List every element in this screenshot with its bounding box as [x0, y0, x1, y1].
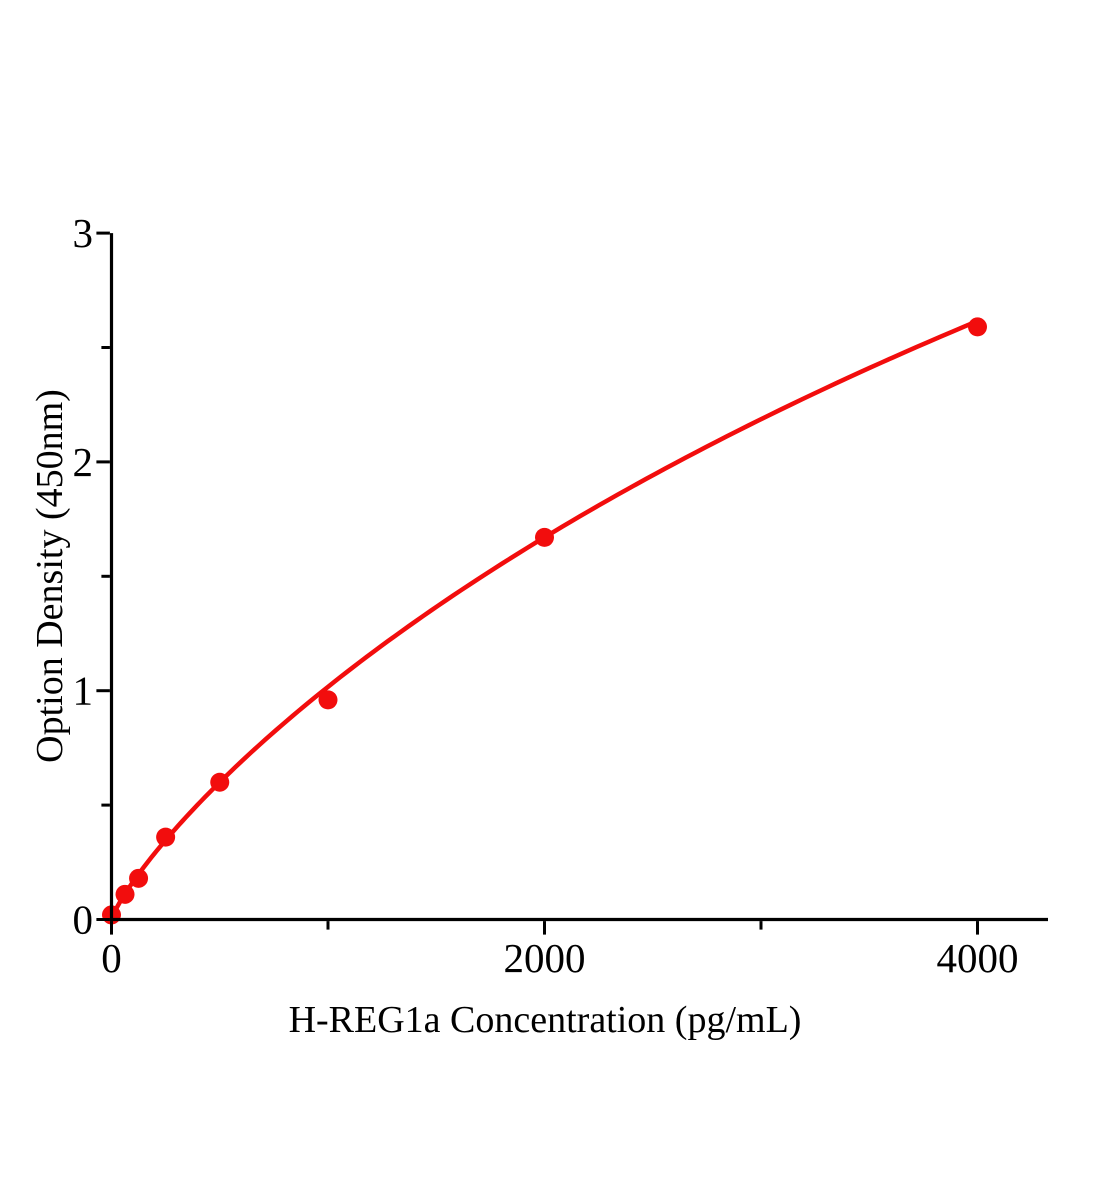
data-points-layer	[102, 317, 987, 925]
x-tick-label: 4000	[937, 935, 1019, 981]
x-axis-title: H-REG1a Concentration (pg/mL)	[289, 999, 802, 1041]
tick-labels-layer: 0 2000 4000 0 1 2 3	[73, 210, 1019, 981]
data-point-marker	[535, 527, 554, 547]
data-point-marker	[129, 868, 149, 888]
data-point-marker	[210, 772, 230, 792]
data-point-marker	[156, 827, 176, 847]
x-tick-label: 0	[101, 935, 122, 981]
data-point-marker	[115, 884, 135, 904]
x-tick-label: 2000	[504, 935, 586, 981]
data-point-marker	[318, 690, 338, 710]
data-point-marker	[968, 317, 987, 337]
axes-layer	[96, 231, 1048, 935]
y-tick-label: 3	[73, 210, 94, 256]
y-tick-label: 1	[73, 668, 94, 714]
y-axis-title: Option Density (450nm)	[29, 389, 71, 763]
y-tick-label: 0	[73, 897, 94, 943]
fit-curve-line	[109, 318, 980, 922]
y-tick-label: 2	[73, 439, 94, 485]
fit-curve-layer	[109, 318, 980, 922]
